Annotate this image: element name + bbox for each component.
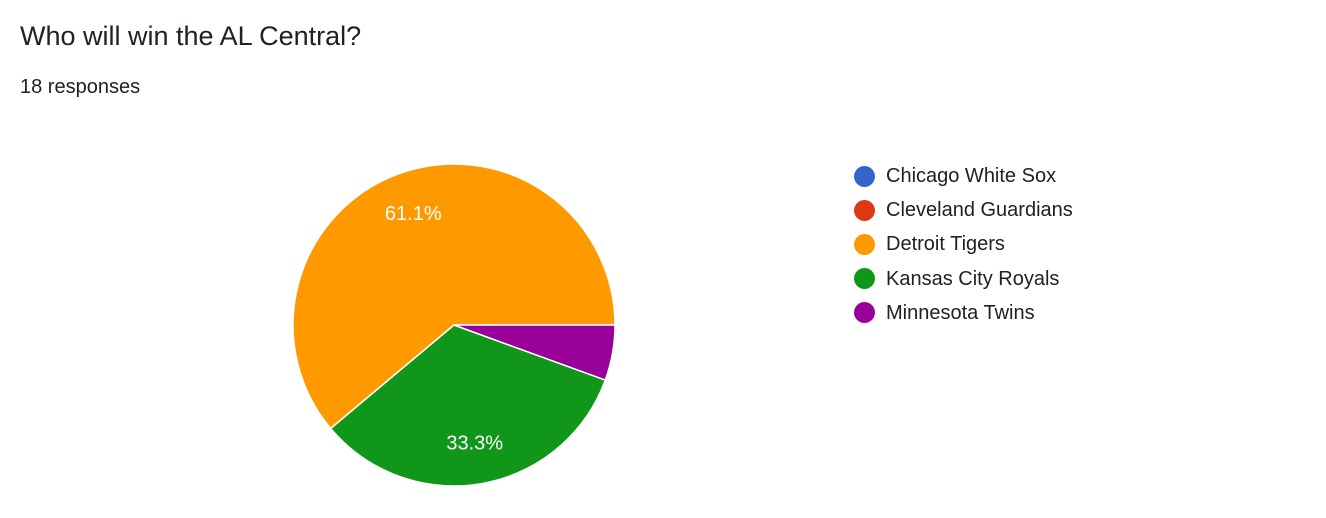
legend-swatch-icon <box>854 233 875 255</box>
legend-swatch-icon <box>854 268 875 290</box>
slice-label-detroit-tigers: 61.1% <box>385 203 442 225</box>
legend-label: Detroit Tigers <box>886 233 1005 256</box>
legend-item-minnesota-twins[interactable]: Minnesota Twins <box>854 296 1073 330</box>
question-title: Who will win the AL Central? <box>20 21 362 51</box>
legend-label: Minnesota Twins <box>886 301 1035 324</box>
legend-swatch-icon <box>854 199 875 221</box>
response-count: 18 responses <box>20 76 141 98</box>
pie-slice-kansas-city-royals[interactable] <box>329 324 607 487</box>
pie-slice-labels: 61.1% 33.3% <box>385 203 503 454</box>
legend-item-chicago-white-sox[interactable]: Chicago White Sox <box>854 159 1073 193</box>
legend-item-cleveland-guardians[interactable]: Cleveland Guardians <box>854 193 1073 227</box>
pie-slice-minnesota-twins[interactable] <box>453 324 616 382</box>
legend-swatch-icon <box>854 165 875 187</box>
chart-legend: Chicago White Sox Cleveland Guardians Detr… <box>854 159 1073 330</box>
legend-label: Chicago White Sox <box>886 165 1057 188</box>
slice-label-kansas-city-royals: 33.3% <box>446 432 503 454</box>
legend-item-detroit-tigers[interactable]: Detroit Tigers <box>854 227 1073 261</box>
legend-swatch-icon <box>854 302 875 324</box>
legend-item-kansas-city-royals[interactable]: Kansas City Royals <box>854 262 1073 296</box>
pie-slice-detroit-tigers[interactable] <box>292 163 616 430</box>
pie-slices <box>292 163 616 487</box>
legend-label: Cleveland Guardians <box>886 199 1073 222</box>
legend-label: Kansas City Royals <box>886 267 1060 290</box>
